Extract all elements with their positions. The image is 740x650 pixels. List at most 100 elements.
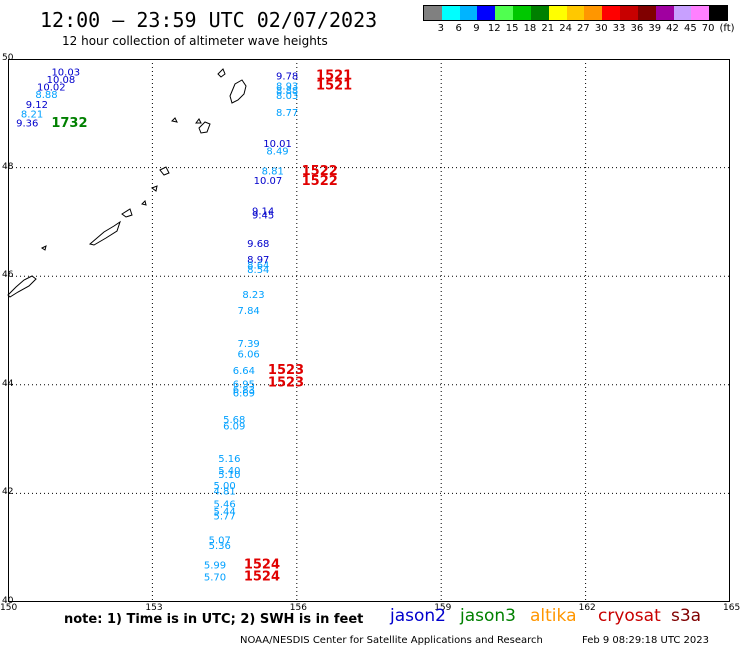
pass-time-label: 1524 <box>244 569 280 584</box>
swh-value-label: 9.78 <box>276 72 298 83</box>
y-tick-label: 50 <box>2 53 14 63</box>
swh-value-label: 8.54 <box>247 265 269 276</box>
swh-value-label: 9.36 <box>16 118 38 129</box>
satellite-altika: altika <box>530 606 577 626</box>
legend-swatch <box>620 6 638 20</box>
satellite-cryosat: cryosat <box>598 606 661 626</box>
color-legend: 3 6 9 12 15 18 21 24 27 30 33 36 39 42 45 70 (ft) <box>423 5 740 35</box>
legend-label: 9 <box>473 23 480 34</box>
swh-value-label: 10.01 <box>263 139 292 150</box>
legend-swatch <box>530 6 549 20</box>
swh-value-label: 8.88 <box>276 86 298 97</box>
legend-label: 15 <box>505 23 519 34</box>
swh-value-label: 9.45 <box>252 211 274 222</box>
legend-label: 24 <box>559 23 572 34</box>
legend-label: 6 <box>455 23 462 34</box>
legend-label: 33 <box>612 23 626 34</box>
legend-label: 21 <box>541 23 555 34</box>
legend-swatch <box>424 6 442 20</box>
footer-note: note: 1) Time is in UTC; 2) SWH is in fe… <box>64 612 364 627</box>
pass-time-label: 1523 <box>268 375 304 390</box>
swh-value-label: 8.93 <box>276 81 298 92</box>
legend-swatch <box>709 6 728 20</box>
swh-value-label: 5.99 <box>204 560 226 571</box>
swh-value-label: 8.81 <box>262 167 284 178</box>
pass-time-label: 1732 <box>51 116 87 131</box>
legend-swatch <box>691 6 710 20</box>
swh-value-label: 4.81 <box>213 486 235 497</box>
swh-value-label: 6.09 <box>223 421 245 432</box>
coastline <box>217 68 226 78</box>
coastline <box>198 121 211 134</box>
x-tick-label: 153 <box>145 603 163 613</box>
swh-value-label: 7.84 <box>238 306 260 317</box>
legend-swatch <box>477 6 496 20</box>
swh-value-label: 5.00 <box>213 481 235 492</box>
pass-time-label: 1522 <box>302 174 338 189</box>
legend-swatch <box>584 6 603 20</box>
legend-swatch <box>548 6 567 20</box>
x-tick-label: 165 <box>723 603 740 613</box>
legend-swatch <box>655 6 674 20</box>
legend-swatch <box>673 6 692 20</box>
legend-swatch <box>566 6 585 20</box>
swh-value-label: 6.95 <box>233 380 255 391</box>
legend-swatch <box>602 6 621 20</box>
page-title: 12:00 – 23:59 UTC 02/07/2023 <box>40 8 378 32</box>
swh-value-label: 5.68 <box>223 415 245 426</box>
swh-value-label: 6.06 <box>238 350 260 361</box>
swh-value-label: 10.02 <box>37 82 66 93</box>
swh-value-label: 8.64 <box>247 261 269 272</box>
y-tick-label: 46 <box>2 270 14 281</box>
satellite-jason2: jason2 <box>390 606 446 626</box>
legend-label: 27 <box>577 23 590 34</box>
swh-value-label: 8.21 <box>21 110 43 121</box>
swh-value-label: 5.07 <box>209 535 231 546</box>
page-subtitle: 12 hour collection of altimeter wave hei… <box>62 34 328 48</box>
swh-value-label: 5.46 <box>213 500 235 511</box>
coastline <box>229 79 247 104</box>
legend-label: 42 <box>666 23 679 34</box>
y-tick-label: 42 <box>2 487 14 498</box>
swh-value-label: 8.77 <box>276 108 298 119</box>
coastline <box>150 185 158 192</box>
coastline <box>141 200 147 206</box>
swh-value-label: 9.14 <box>252 206 274 217</box>
swh-value-label: 5.40 <box>218 466 240 477</box>
swh-value-label: 6.64 <box>233 366 255 377</box>
swh-value-label: 6.69 <box>233 389 255 400</box>
pass-time-label: 1522 <box>302 164 338 179</box>
pass-time-label: 1523 <box>268 363 304 378</box>
swh-value-label: 5.16 <box>218 454 240 465</box>
pass-time-label: 1521 <box>316 78 352 93</box>
generation-timestamp: Feb 9 08:29:18 UTC 2023 <box>582 635 709 646</box>
legend-labels: 3 6 9 12 15 18 21 24 27 30 33 36 39 42 45 70 (ft) <box>423 21 740 35</box>
legend-swatch <box>495 6 514 20</box>
legend-color-bar <box>423 5 728 21</box>
legend-unit: (ft) <box>719 23 735 34</box>
y-tick-label: 44 <box>2 378 14 389</box>
legend-label: 12 <box>487 23 501 34</box>
legend-label: 3 <box>437 23 444 34</box>
swh-value-label: 5.10 <box>218 470 240 481</box>
swh-value-label: 10.08 <box>47 75 76 86</box>
coastline <box>170 117 178 123</box>
swh-value-label: 10.03 <box>51 67 80 78</box>
legend-swatch <box>459 6 478 20</box>
legend-label: 39 <box>648 23 662 34</box>
swh-value-label: 8.23 <box>242 290 264 301</box>
legend-label: 30 <box>594 23 608 34</box>
swh-value-label: 8.97 <box>247 255 269 266</box>
swh-value-label: 6.83 <box>233 385 255 396</box>
y-tick-label: 48 <box>2 161 14 172</box>
y-tick-label: 40 <box>2 596 14 606</box>
swh-value-label: 5.70 <box>204 572 226 583</box>
swh-value-label: 5.44 <box>213 507 235 518</box>
satellite-s3a: s3a <box>671 606 702 626</box>
swh-value-label: 7.39 <box>238 339 260 350</box>
coastline <box>121 208 133 218</box>
legend-swatch <box>513 6 531 20</box>
coastline <box>159 166 170 176</box>
satellite-jason3: jason3 <box>460 606 516 626</box>
